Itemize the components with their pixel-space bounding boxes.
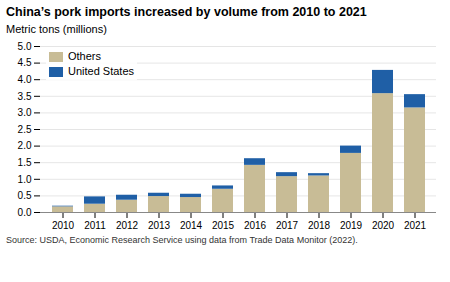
svg-text:0.5: 0.5: [18, 190, 32, 201]
svg-text:3.0: 3.0: [18, 107, 32, 118]
svg-text:2016: 2016: [244, 220, 267, 231]
svg-text:4.0: 4.0: [18, 74, 32, 85]
svg-text:4.5: 4.5: [18, 57, 32, 68]
svg-text:0.0: 0.0: [18, 207, 32, 218]
svg-text:2.0: 2.0: [18, 140, 32, 151]
svg-text:2019: 2019: [340, 220, 363, 231]
svg-text:2012: 2012: [116, 220, 139, 231]
svg-text:2017: 2017: [276, 220, 299, 231]
html-text:China’s pork imports increased: China’s pork imports increased by volume…: [6, 5, 367, 19]
html-text:Source: USDA, Economic Researc: Source: USDA, Economic Research Service …: [6, 235, 358, 245]
svg-text:5.0: 5.0: [18, 41, 32, 52]
svg-text:2013: 2013: [148, 220, 171, 231]
svg-text:2018: 2018: [308, 220, 331, 231]
svg-text:3.5: 3.5: [18, 91, 32, 102]
svg-text:2015: 2015: [212, 220, 235, 231]
svg-text:2014: 2014: [180, 220, 203, 231]
svg-text:2010: 2010: [52, 220, 75, 231]
svg-text:2011: 2011: [84, 220, 106, 231]
html-text:Others: Others: [68, 50, 101, 62]
html-text:United States: United States: [68, 65, 134, 77]
svg-text:2.5: 2.5: [18, 124, 32, 135]
svg-text:1.0: 1.0: [18, 174, 32, 185]
html-text:Metric tons (millions): Metric tons (millions): [6, 23, 107, 35]
svg-text:2021: 2021: [404, 220, 427, 231]
svg-text:1.5: 1.5: [18, 157, 32, 168]
svg-text:2020: 2020: [372, 220, 395, 231]
